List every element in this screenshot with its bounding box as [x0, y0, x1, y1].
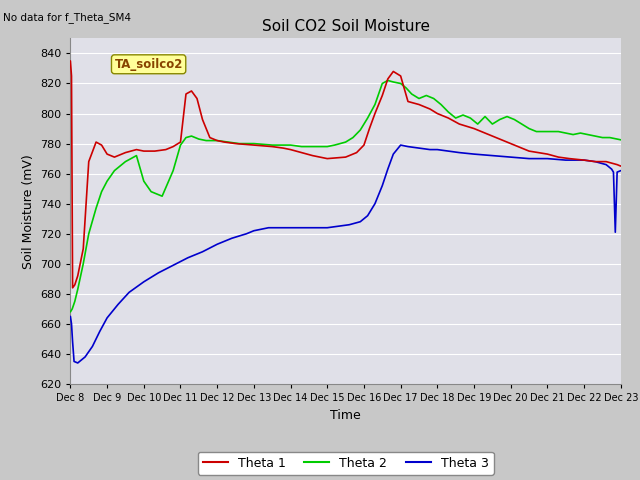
- Text: TA_soilco2: TA_soilco2: [115, 58, 183, 71]
- Legend: Theta 1, Theta 2, Theta 3: Theta 1, Theta 2, Theta 3: [198, 452, 493, 475]
- Title: Soil CO2 Soil Moisture: Soil CO2 Soil Moisture: [262, 20, 429, 35]
- Y-axis label: Soil Moisture (mV): Soil Moisture (mV): [22, 154, 35, 269]
- Text: No data for f_Theta_SM4: No data for f_Theta_SM4: [3, 12, 131, 23]
- X-axis label: Time: Time: [330, 408, 361, 421]
